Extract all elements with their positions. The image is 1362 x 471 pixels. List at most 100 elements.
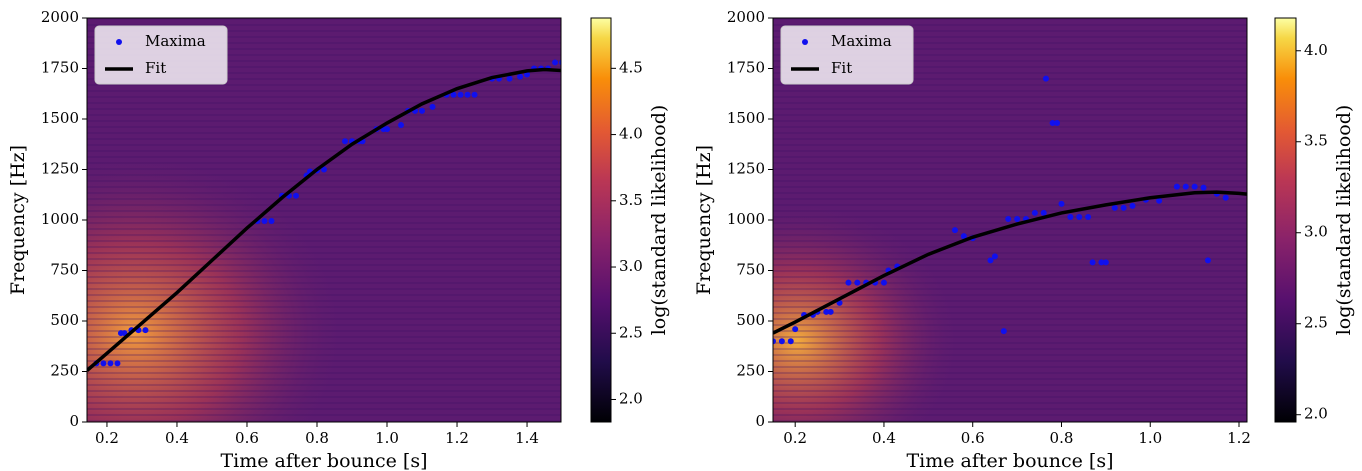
legend-label: Maxima (831, 32, 892, 50)
maxima-point (1054, 120, 1061, 127)
legend-dot (116, 39, 122, 45)
colorbar-tick-label: 4.0 (1304, 41, 1328, 59)
maxima-point (450, 91, 457, 98)
x-tick-label: 0.8 (1050, 429, 1074, 447)
x-tick-label: 1.0 (1138, 429, 1162, 447)
fit-line (87, 67, 561, 372)
maxima-point (1156, 197, 1163, 204)
x-tick-label: 0.4 (872, 429, 896, 447)
maxima-point (1098, 259, 1105, 266)
maxima-point (1089, 259, 1096, 266)
y-tick-label: 250 (736, 362, 765, 380)
maxima-point (778, 338, 785, 345)
colorbar-tick-label: 4.5 (619, 58, 643, 76)
x-tick-label: 0.8 (305, 429, 329, 447)
colorbar-tick-label: 3.0 (619, 257, 643, 275)
maxima-point (1085, 213, 1092, 220)
colorbar-tick-label: 2.0 (619, 389, 643, 407)
maxima-point (1111, 204, 1118, 211)
colorbar-tick-label: 3.5 (1304, 132, 1328, 150)
maxima-point (1182, 183, 1189, 190)
y-tick-label: 1250 (727, 160, 765, 178)
maxima-point (524, 71, 531, 78)
maxima-point (823, 308, 830, 315)
maxima-point (792, 326, 799, 333)
maxima-point (1204, 257, 1211, 264)
maxima-point (787, 338, 794, 345)
maxima-point (419, 107, 426, 114)
maxima-point (1102, 259, 1109, 266)
x-tick-label: 1.4 (515, 429, 539, 447)
y-axis-label: Frequency [Hz] (7, 145, 29, 295)
maxima-point (951, 227, 958, 234)
x-tick-label: 0.4 (165, 429, 189, 447)
maxima-point (384, 126, 391, 133)
legend-label: Maxima (145, 32, 206, 50)
maxima-point (1120, 204, 1127, 211)
maxima-point (464, 91, 471, 98)
maxima-point (321, 166, 327, 173)
maxima-point (1076, 213, 1083, 220)
y-tick-label: 250 (50, 362, 79, 380)
y-tick-label: 1500 (727, 109, 765, 127)
x-tick-label: 1.2 (1227, 429, 1251, 447)
maxima-point (1000, 328, 1007, 335)
maxima-point (773, 338, 776, 345)
y-tick-label: 1750 (41, 59, 79, 77)
maxima-point (1014, 215, 1021, 222)
colorbar-tick-label: 2.0 (1304, 405, 1328, 423)
maxima-point (1031, 209, 1038, 216)
maxima-point (845, 279, 852, 286)
y-tick-label: 0 (69, 412, 79, 430)
maxima-point (517, 73, 524, 80)
y-tick-label: 1500 (41, 109, 79, 127)
maxima-point (1005, 215, 1012, 222)
maxima-point (1040, 209, 1047, 216)
y-tick-label: 0 (755, 412, 765, 430)
maxima-point (142, 327, 149, 334)
x-axis-label: Time after bounce [s] (907, 450, 1114, 471)
y-tick-label: 750 (736, 261, 765, 279)
colorbar-tick-label: 3.5 (619, 191, 643, 209)
maxima-point (506, 75, 513, 82)
y-tick-label: 500 (736, 311, 765, 329)
legend-label: Fit (145, 59, 166, 77)
colorbar-tick-label: 3.0 (1304, 223, 1328, 241)
colorbar-tick-label: 2.5 (619, 323, 643, 341)
colorbar-tick-label: 4.0 (619, 125, 643, 143)
y-tick-label: 1000 (727, 210, 765, 228)
y-tick-label: 1000 (41, 210, 79, 228)
maxima-point (100, 360, 107, 367)
maxima-point (854, 279, 861, 286)
y-tick-label: 2000 (41, 8, 79, 26)
x-axis-label: Time after bounce [s] (221, 450, 428, 471)
maxima-point (429, 103, 436, 110)
maxima-point (457, 91, 464, 98)
colorbar (590, 17, 612, 423)
maxima-point (1042, 75, 1049, 82)
colorbar (1274, 17, 1297, 423)
maxima-point (398, 122, 405, 129)
x-tick-label: 1.0 (375, 429, 399, 447)
maxima-point (1173, 183, 1180, 190)
colorbar-tick-label: 2.5 (1304, 314, 1328, 332)
colorbar-label: log(standard likelihood) (648, 105, 670, 336)
heatmap-noise (87, 18, 561, 422)
colorbar-label: log(standard likelihood) (1333, 105, 1355, 336)
maxima-point (991, 253, 998, 260)
maxima-point (559, 59, 561, 66)
maxima-point (880, 279, 887, 286)
y-tick-label: 1750 (727, 59, 765, 77)
maxima-point (261, 218, 268, 225)
maxima-point (987, 257, 994, 264)
maxima-point (471, 91, 478, 98)
y-tick-label: 500 (50, 311, 79, 329)
legend-label: Fit (831, 59, 852, 77)
maxima-point (1049, 120, 1056, 127)
y-tick-label: 1250 (41, 160, 79, 178)
maxima-point (1200, 184, 1207, 191)
x-tick-label: 0.2 (783, 429, 807, 447)
maxima-point (292, 192, 299, 199)
maxima-point (1129, 202, 1136, 209)
